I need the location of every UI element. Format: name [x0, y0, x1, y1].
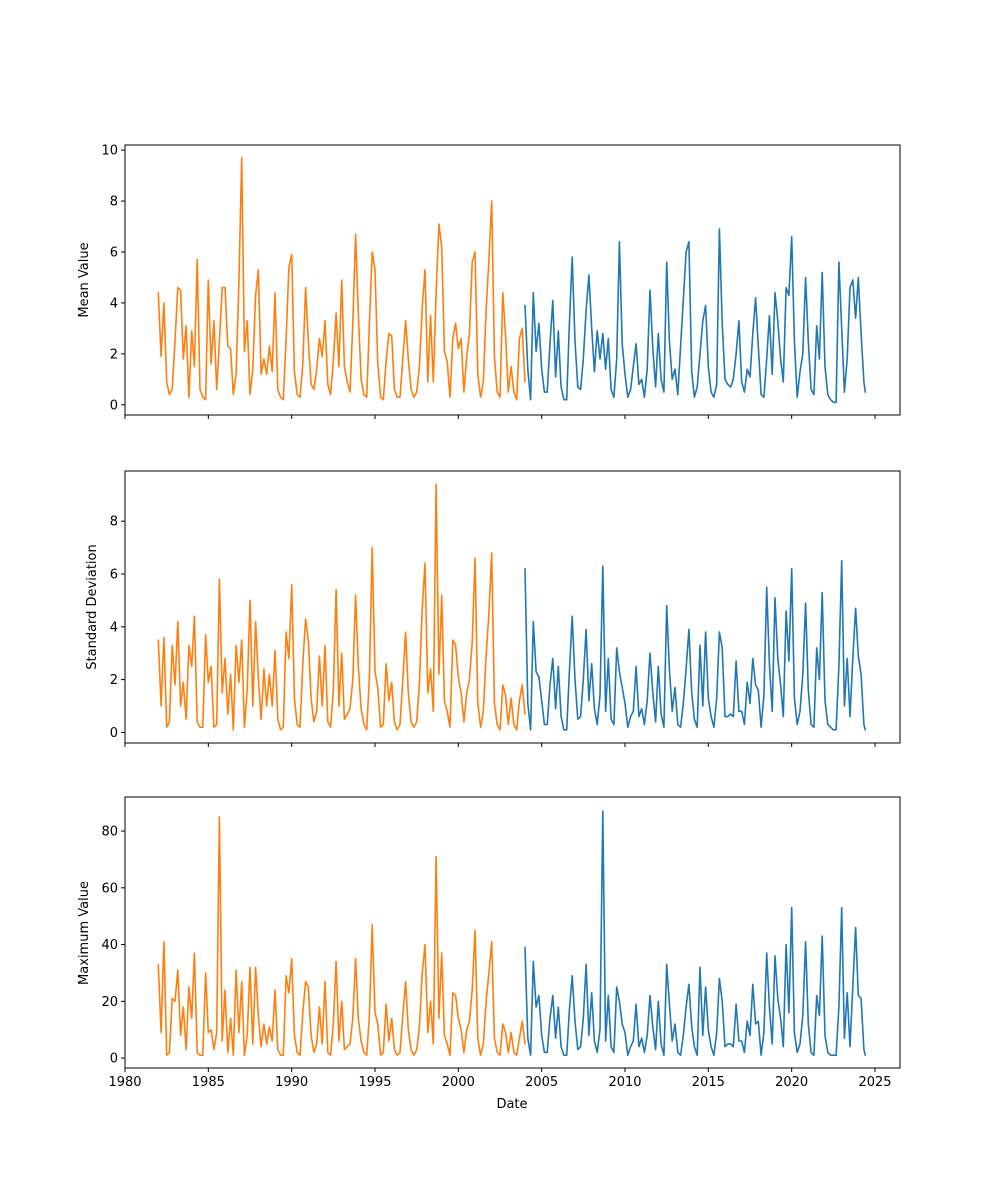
x-tick-label: 1995: [358, 1075, 391, 1090]
standard-deviation-y-ticks: 0 2 4 6 8: [110, 515, 125, 741]
x-axis-label: Date: [496, 1097, 527, 1112]
maximum-value-y-tick-label: 20: [101, 995, 118, 1010]
maximum-value-series-line-2: [524, 810, 867, 1056]
standard-deviation-ylabel: Standard Deviation: [85, 544, 100, 669]
maximum-value-y-ticks: 0 20 40 60 80: [101, 825, 125, 1067]
mean-value-y-ticks: 0 2 4 6 8 10: [101, 144, 125, 413]
standard-deviation-y-tick-label: 4: [110, 620, 118, 635]
x-tick-label: 2020: [775, 1075, 808, 1090]
mean-value-series-line-1: [157, 156, 526, 401]
x-tick-label: 2005: [525, 1075, 558, 1090]
standard-deviation-y-tick-label: 6: [110, 567, 118, 582]
mean-value-series: [157, 156, 867, 404]
maximum-value-y-tick-label: 0: [110, 1052, 118, 1067]
mean-value-y-tick-label: 0: [110, 398, 118, 413]
mean-value-y-tick-label: 10: [101, 144, 118, 159]
maximum-value-ylabel: Maximum Value: [77, 881, 92, 985]
standard-deviation-y-tick-label: 0: [110, 726, 118, 741]
x-tick-label: 1980: [108, 1075, 141, 1090]
maximum-value-x-ticks: 1980 1985 1990 1995 2000 2005 2010 2015 2020 2025: [108, 1068, 892, 1090]
x-tick-label: 2000: [442, 1075, 475, 1090]
mean-value-y-tick-label: 2: [110, 347, 118, 362]
standard-deviation-series-line-1: [157, 483, 526, 731]
x-tick-label: 1985: [192, 1075, 225, 1090]
mean-value-x-ticks: [124, 415, 876, 419]
x-tick-label: 2015: [692, 1075, 725, 1090]
standard-deviation-axes-frame: [124, 470, 901, 744]
maximum-value-y-tick-label: 40: [101, 938, 118, 953]
standard-deviation-series-line-2: [524, 559, 867, 731]
x-tick-label: 1990: [275, 1075, 308, 1090]
maximum-value-series: [157, 810, 867, 1056]
mean-value-axes-frame: [124, 144, 901, 416]
mean-value-y-tick-label: 4: [110, 296, 118, 311]
mean-value-y-tick-label: 6: [110, 245, 118, 260]
standard-deviation-y-tick-label: 8: [110, 515, 118, 530]
maximum-value-y-tick-label: 80: [101, 825, 118, 840]
standard-deviation-panel: 0 2 4 6 8 Standard Deviation: [85, 470, 901, 747]
mean-value-panel: 0 2 4 6 8 10 Mean Value: [77, 144, 901, 419]
maximum-value-panel: 0 20 40 60 80 1980 1985 1990 1995 2000 2005 2010 20…: [77, 796, 901, 1112]
x-tick-label: 2010: [608, 1075, 641, 1090]
standard-deviation-y-tick-label: 2: [110, 673, 118, 688]
maximum-value-y-tick-label: 60: [101, 881, 118, 896]
mean-value-y-tick-label: 8: [110, 195, 118, 210]
mean-value-ylabel: Mean Value: [77, 242, 92, 317]
standard-deviation-x-ticks: [124, 743, 876, 747]
maximum-value-axes-frame: [124, 796, 901, 1069]
standard-deviation-series: [157, 483, 867, 731]
maximum-value-series-line-1: [157, 816, 526, 1056]
x-tick-label: 2025: [858, 1075, 891, 1090]
mean-value-series-line-2: [524, 228, 867, 404]
